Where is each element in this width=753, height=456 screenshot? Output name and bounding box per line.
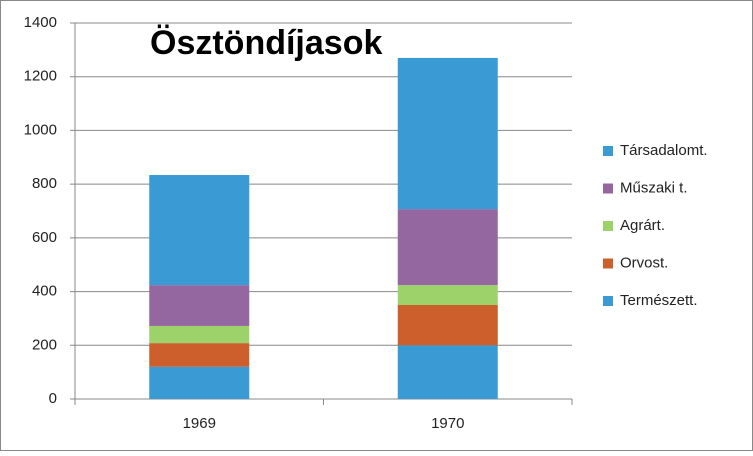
y-tick-label: 200: [32, 336, 57, 353]
legend-swatch: [603, 183, 613, 194]
bar-segment: [397, 345, 498, 399]
bar-segment: [397, 285, 498, 305]
y-tick-label: 0: [49, 390, 57, 407]
legend-label: Agrárt.: [620, 217, 665, 234]
legend-label: Társadalomt.: [620, 142, 708, 159]
bar-segment: [149, 285, 250, 326]
bar-segment: [149, 366, 250, 399]
y-tick-label: 1200: [24, 68, 57, 85]
legend-swatch: [603, 258, 613, 269]
bar-segment: [149, 175, 250, 286]
y-tick-label: 1400: [24, 14, 57, 31]
bar-segment: [397, 209, 498, 286]
legend-label: Természett.: [620, 292, 698, 309]
y-tick-label: 1000: [24, 121, 57, 138]
legend-swatch: [603, 296, 613, 306]
legend-swatch: [603, 221, 613, 231]
legend-label: Orvost.: [620, 254, 668, 271]
bar-segment: [149, 325, 250, 344]
bar-segment: [149, 343, 250, 367]
bar-segment: [397, 305, 498, 346]
y-tick-label: 800: [32, 175, 57, 192]
legend-swatch: [603, 146, 613, 156]
x-tick-label: 1970: [431, 415, 464, 432]
chart-title: Ösztöndíjasok: [150, 24, 382, 62]
y-tick-label: 400: [32, 283, 57, 300]
y-tick-label: 600: [32, 229, 57, 246]
legend-label: Műszaki t.: [620, 179, 688, 196]
bar-segment: [397, 57, 498, 210]
x-tick-label: 1969: [183, 415, 216, 432]
